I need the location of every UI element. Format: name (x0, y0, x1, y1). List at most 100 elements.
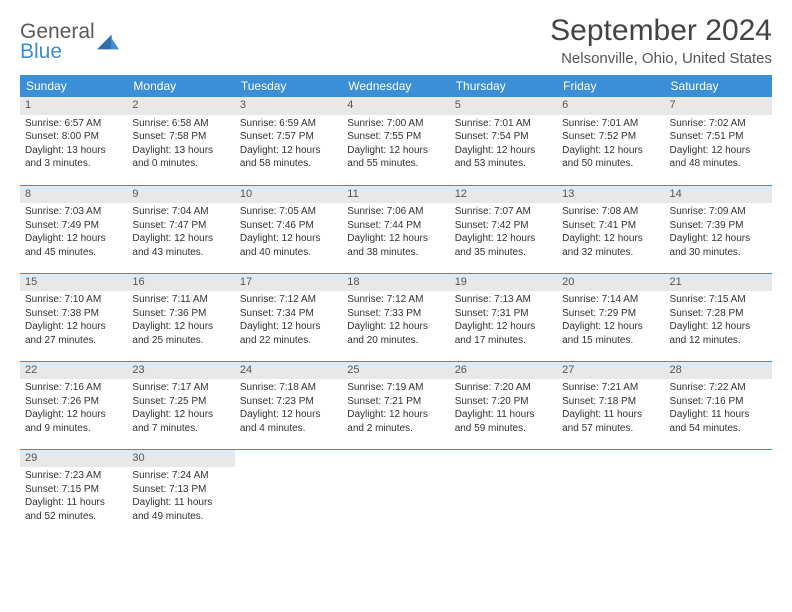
daylight-text: Daylight: 12 hours and 25 minutes. (132, 320, 229, 347)
calendar-cell: 20Sunrise: 7:14 AMSunset: 7:29 PMDayligh… (557, 273, 664, 361)
sunrise-text: Sunrise: 7:05 AM (240, 205, 337, 219)
sunrise-text: Sunrise: 6:58 AM (132, 117, 229, 131)
calendar-cell: 21Sunrise: 7:15 AMSunset: 7:28 PMDayligh… (665, 273, 772, 361)
sunset-text: Sunset: 7:51 PM (670, 130, 767, 144)
sunrise-text: Sunrise: 7:11 AM (132, 293, 229, 307)
sunrise-text: Sunrise: 7:23 AM (25, 469, 122, 483)
sunset-text: Sunset: 7:42 PM (455, 219, 552, 233)
daylight-text: Daylight: 12 hours and 45 minutes. (25, 232, 122, 259)
sunset-text: Sunset: 7:52 PM (562, 130, 659, 144)
calendar-cell: 3Sunrise: 6:59 AMSunset: 7:57 PMDaylight… (235, 97, 342, 185)
col-monday: Monday (127, 75, 234, 97)
calendar-cell: 22Sunrise: 7:16 AMSunset: 7:26 PMDayligh… (20, 361, 127, 449)
day-number: 23 (132, 362, 229, 380)
sunset-text: Sunset: 7:21 PM (347, 395, 444, 409)
daylight-text: Daylight: 11 hours and 49 minutes. (132, 496, 229, 523)
sunrise-text: Sunrise: 7:21 AM (562, 381, 659, 395)
calendar-row: 22Sunrise: 7:16 AMSunset: 7:26 PMDayligh… (20, 361, 772, 449)
day-number: 7 (670, 97, 767, 115)
title-block: September 2024 Nelsonville, Ohio, United… (550, 14, 772, 67)
daylight-text: Daylight: 12 hours and 17 minutes. (455, 320, 552, 347)
day-number: 14 (670, 186, 767, 204)
calendar-cell (342, 449, 449, 537)
daylight-text: Daylight: 12 hours and 2 minutes. (347, 408, 444, 435)
daylight-text: Daylight: 12 hours and 20 minutes. (347, 320, 444, 347)
day-number: 15 (25, 274, 122, 292)
daylight-text: Daylight: 12 hours and 40 minutes. (240, 232, 337, 259)
calendar-cell: 28Sunrise: 7:22 AMSunset: 7:16 PMDayligh… (665, 361, 772, 449)
calendar-cell: 24Sunrise: 7:18 AMSunset: 7:23 PMDayligh… (235, 361, 342, 449)
sunrise-text: Sunrise: 7:20 AM (455, 381, 552, 395)
day-number: 21 (670, 274, 767, 292)
calendar-cell: 27Sunrise: 7:21 AMSunset: 7:18 PMDayligh… (557, 361, 664, 449)
day-number: 22 (25, 362, 122, 380)
sunset-text: Sunset: 7:25 PM (132, 395, 229, 409)
sunset-text: Sunset: 7:55 PM (347, 130, 444, 144)
col-saturday: Saturday (665, 75, 772, 97)
sunset-text: Sunset: 7:44 PM (347, 219, 444, 233)
day-number: 30 (132, 450, 229, 468)
calendar-row: 8Sunrise: 7:03 AMSunset: 7:49 PMDaylight… (20, 185, 772, 273)
day-number: 19 (455, 274, 552, 292)
col-tuesday: Tuesday (235, 75, 342, 97)
calendar-cell: 5Sunrise: 7:01 AMSunset: 7:54 PMDaylight… (450, 97, 557, 185)
col-wednesday: Wednesday (342, 75, 449, 97)
sunrise-text: Sunrise: 7:07 AM (455, 205, 552, 219)
sunset-text: Sunset: 7:26 PM (25, 395, 122, 409)
sunset-text: Sunset: 7:29 PM (562, 307, 659, 321)
sunrise-text: Sunrise: 7:14 AM (562, 293, 659, 307)
daylight-text: Daylight: 12 hours and 48 minutes. (670, 144, 767, 171)
sunrise-text: Sunrise: 7:01 AM (455, 117, 552, 131)
calendar-cell: 7 Sunrise: 7:02 AMSunset: 7:51 PMDaylight… (665, 97, 772, 185)
day-number: 10 (240, 186, 337, 204)
daylight-text: Daylight: 12 hours and 43 minutes. (132, 232, 229, 259)
calendar-cell: 6Sunrise: 7:01 AMSunset: 7:52 PMDaylight… (557, 97, 664, 185)
logo: General Blue (20, 20, 119, 64)
sunset-text: Sunset: 7:33 PM (347, 307, 444, 321)
calendar-row: 1Sunrise: 6:57 AMSunset: 8:00 PMDaylight… (20, 97, 772, 185)
day-number: 13 (562, 186, 659, 204)
daylight-text: Daylight: 13 hours and 0 minutes. (132, 144, 229, 171)
day-number: 26 (455, 362, 552, 380)
logo-line2: Blue (20, 40, 95, 64)
daylight-text: Daylight: 12 hours and 50 minutes. (562, 144, 659, 171)
calendar-cell (450, 449, 557, 537)
calendar-cell: 18Sunrise: 7:12 AMSunset: 7:33 PMDayligh… (342, 273, 449, 361)
calendar-table: Sunday Monday Tuesday Wednesday Thursday… (20, 75, 772, 537)
daylight-text: Daylight: 12 hours and 55 minutes. (347, 144, 444, 171)
daylight-text: Daylight: 12 hours and 22 minutes. (240, 320, 337, 347)
calendar-cell: 9Sunrise: 7:04 AMSunset: 7:47 PMDaylight… (127, 185, 234, 273)
calendar-cell: 12Sunrise: 7:07 AMSunset: 7:42 PMDayligh… (450, 185, 557, 273)
daylight-text: Daylight: 11 hours and 54 minutes. (670, 408, 767, 435)
sunrise-text: Sunrise: 7:12 AM (347, 293, 444, 307)
calendar-cell: 25Sunrise: 7:19 AMSunset: 7:21 PMDayligh… (342, 361, 449, 449)
sunrise-text: Sunrise: 7:19 AM (347, 381, 444, 395)
daylight-text: Daylight: 12 hours and 4 minutes. (240, 408, 337, 435)
sunrise-text: Sunrise: 6:59 AM (240, 117, 337, 131)
sunset-text: Sunset: 7:58 PM (132, 130, 229, 144)
day-number: 8 (25, 186, 122, 204)
calendar-cell: 16Sunrise: 7:11 AMSunset: 7:36 PMDayligh… (127, 273, 234, 361)
sunrise-text: Sunrise: 6:57 AM (25, 117, 122, 131)
daylight-text: Daylight: 12 hours and 12 minutes. (670, 320, 767, 347)
sunset-text: Sunset: 7:31 PM (455, 307, 552, 321)
sunrise-text: Sunrise: 7:03 AM (25, 205, 122, 219)
sunset-text: Sunset: 7:28 PM (670, 307, 767, 321)
calendar-cell: 14Sunrise: 7:09 AMSunset: 7:39 PMDayligh… (665, 185, 772, 273)
calendar-cell: 13Sunrise: 7:08 AMSunset: 7:41 PMDayligh… (557, 185, 664, 273)
sunrise-text: Sunrise: 7:12 AM (240, 293, 337, 307)
calendar-cell: 17Sunrise: 7:12 AMSunset: 7:34 PMDayligh… (235, 273, 342, 361)
daylight-text: Daylight: 13 hours and 3 minutes. (25, 144, 122, 171)
sunrise-text: Sunrise: 7:15 AM (670, 293, 767, 307)
month-title: September 2024 (550, 14, 772, 48)
calendar-cell (235, 449, 342, 537)
sunrise-text: Sunrise: 7:13 AM (455, 293, 552, 307)
calendar-cell: 26Sunrise: 7:20 AMSunset: 7:20 PMDayligh… (450, 361, 557, 449)
day-number: 3 (240, 97, 337, 115)
day-number: 11 (347, 186, 444, 204)
day-number: 25 (347, 362, 444, 380)
sunrise-text: Sunrise: 7:02 AM (670, 117, 767, 131)
sunset-text: Sunset: 7:15 PM (25, 483, 122, 497)
col-thursday: Thursday (450, 75, 557, 97)
calendar-cell: 8Sunrise: 7:03 AMSunset: 7:49 PMDaylight… (20, 185, 127, 273)
